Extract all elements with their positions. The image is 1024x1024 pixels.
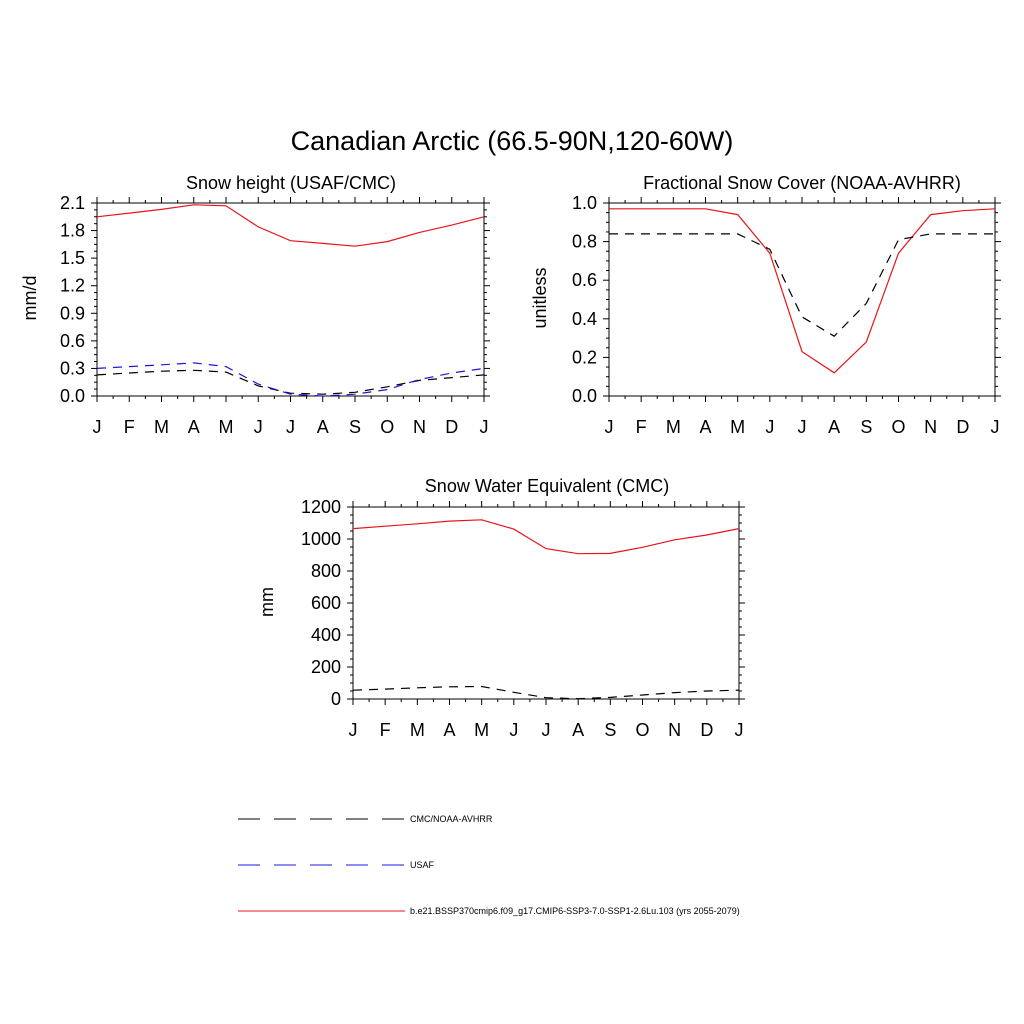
y-tick-label: 0.0 [60, 386, 85, 406]
x-tick-label: N [668, 720, 681, 740]
series-line-model [609, 208, 996, 374]
x-tick-label: N [413, 417, 426, 437]
x-tick-label: J [765, 417, 774, 437]
legend-entry-usaf: USAF [238, 860, 435, 870]
x-tick-label: F [124, 417, 135, 437]
x-tick-label: J [254, 417, 263, 437]
panel-fractional-snow-cover: Fractional Snow Cover (NOAA-AVHRR) unitl… [530, 173, 1001, 437]
figure-title: Canadian Arctic (66.5-90N,120-60W) [291, 126, 734, 156]
series-line-cmc [609, 233, 995, 337]
x-tick-label: A [828, 417, 840, 437]
x-tick-label: A [188, 417, 200, 437]
y-tick-label: 600 [311, 593, 341, 613]
x-tick-label: M [410, 720, 425, 740]
x-tick-label: O [635, 720, 649, 740]
legend-label: USAF [410, 860, 435, 870]
y-tick-label: 200 [311, 657, 341, 677]
plot-frame [352, 506, 740, 700]
x-tick-label: A [317, 417, 329, 437]
y-tick-label: 0.0 [572, 386, 597, 406]
x-tick-label: J [349, 720, 358, 740]
series-line-cmc [352, 685, 740, 700]
legend-label: b.e21.BSSP370cmip6.f09_g17.CMIP6-SSP3-7.… [410, 906, 740, 916]
y-axis-label: mm/d [20, 276, 40, 321]
x-tick-label: M [730, 417, 745, 437]
x-tick-label: A [699, 417, 711, 437]
series-line-model [96, 204, 485, 247]
x-tick-label: O [380, 417, 394, 437]
y-tick-label: 0 [331, 689, 341, 709]
y-tick-label: 0.4 [572, 309, 597, 329]
legend-entry-cmc: CMC/NOAA-AVHRR [238, 814, 493, 824]
x-tick-label: J [991, 417, 1000, 437]
y-tick-label: 0.2 [572, 347, 597, 367]
x-tick-label: S [604, 720, 616, 740]
x-tick-label: M [219, 417, 234, 437]
series-line-usaf [96, 362, 485, 397]
plot-frame [96, 202, 485, 397]
x-tick-label: S [349, 417, 361, 437]
legend-entry-model: b.e21.BSSP370cmip6.f09_g17.CMIP6-SSP3-7.… [238, 906, 740, 916]
x-tick-label: J [735, 720, 744, 740]
y-axis-label: mm [257, 587, 277, 617]
x-tick-label: O [891, 417, 905, 437]
y-tick-label: 2.1 [60, 193, 85, 213]
x-tick-label: D [700, 720, 713, 740]
x-tick-label: D [956, 417, 969, 437]
legend: CMC/NOAA-AVHRR USAF b.e21.BSSP370cmip6.f… [238, 814, 740, 916]
x-tick-label: S [860, 417, 872, 437]
x-tick-label: M [154, 417, 169, 437]
x-tick-label: J [542, 720, 551, 740]
x-tick-label: J [286, 417, 295, 437]
panel-title: Snow height (USAF/CMC) [186, 173, 396, 193]
x-tick-label: A [572, 720, 584, 740]
x-tick-label: F [636, 417, 647, 437]
series-line-cmc [96, 369, 485, 395]
y-tick-label: 0.9 [60, 303, 85, 323]
x-tick-label: M [666, 417, 681, 437]
y-tick-label: 1.2 [60, 276, 85, 296]
x-tick-label: D [445, 417, 458, 437]
y-tick-label: 1.8 [60, 221, 85, 241]
y-tick-label: 0.6 [572, 270, 597, 290]
x-tick-label: J [605, 417, 614, 437]
panel-title: Fractional Snow Cover (NOAA-AVHRR) [643, 173, 961, 193]
x-tick-label: J [93, 417, 102, 437]
y-tick-label: 800 [311, 561, 341, 581]
x-tick-label: A [443, 720, 455, 740]
y-tick-label: 400 [311, 625, 341, 645]
y-tick-label: 1.5 [60, 248, 85, 268]
y-tick-label: 1.0 [572, 193, 597, 213]
legend-label: CMC/NOAA-AVHRR [410, 814, 493, 824]
x-tick-label: J [480, 417, 489, 437]
y-tick-label: 0.3 [60, 358, 85, 378]
series-line-model [352, 519, 740, 555]
y-tick-label: 1000 [301, 529, 341, 549]
x-tick-label: N [924, 417, 937, 437]
panel-title: Snow Water Equivalent (CMC) [425, 476, 669, 496]
y-tick-label: 0.8 [572, 232, 597, 252]
x-tick-label: J [798, 417, 807, 437]
plot-frame [608, 202, 996, 397]
x-tick-label: J [509, 720, 518, 740]
y-tick-label: 0.6 [60, 331, 85, 351]
y-tick-label: 1200 [301, 497, 341, 517]
x-tick-label: F [380, 720, 391, 740]
y-axis-label: unitless [530, 267, 550, 328]
x-tick-label: M [474, 720, 489, 740]
